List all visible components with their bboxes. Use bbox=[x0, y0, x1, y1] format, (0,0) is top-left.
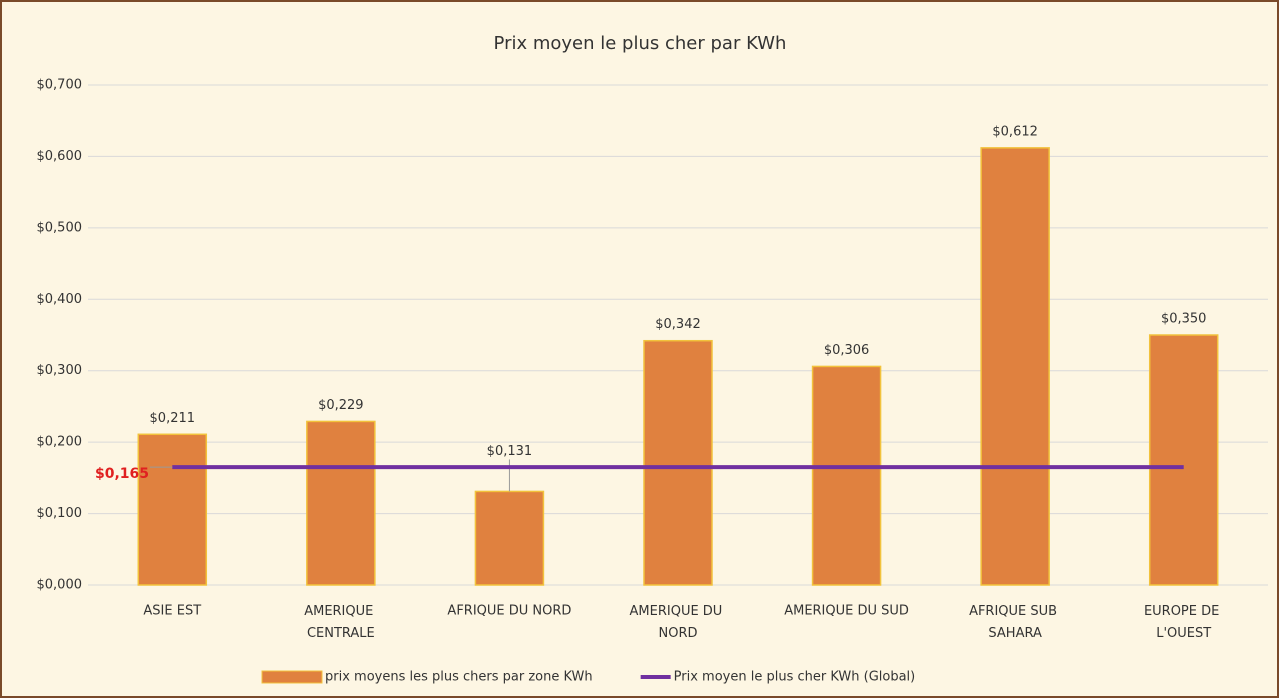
data-label: $0,342 bbox=[655, 317, 701, 332]
x-tick-label: AMERIQUE DU NORD bbox=[630, 604, 727, 641]
x-tick-label: AMERIQUE CENTRALE bbox=[304, 604, 377, 641]
legend-swatch bbox=[261, 670, 323, 684]
y-tick-label: $0,700 bbox=[37, 78, 83, 93]
data-label: $0,211 bbox=[150, 411, 196, 426]
bar bbox=[474, 490, 545, 586]
bar bbox=[643, 339, 713, 586]
chart-title: Prix moyen le plus cher par KWh bbox=[494, 33, 787, 54]
data-label: $0,612 bbox=[992, 124, 1038, 139]
data-label: $0,131 bbox=[487, 444, 533, 459]
bar bbox=[811, 365, 882, 586]
bar bbox=[306, 420, 376, 586]
data-label: $0,350 bbox=[1161, 312, 1207, 327]
y-tick-label: $0,600 bbox=[37, 149, 83, 164]
bar bbox=[1148, 334, 1219, 586]
x-tick-label: AFRIQUE DU NORD bbox=[447, 604, 571, 619]
bar bbox=[980, 147, 1050, 586]
y-tick-label: $0,300 bbox=[37, 363, 83, 378]
line-annotation: $0,165 bbox=[95, 466, 149, 482]
data-label: $0,306 bbox=[824, 343, 870, 358]
y-tick-label: $0,100 bbox=[37, 506, 83, 521]
y-tick-label: $0,200 bbox=[37, 435, 83, 450]
x-tick-label: ASIE EST bbox=[143, 604, 201, 619]
legend-label: Prix moyen le plus cher KWh (Global) bbox=[674, 670, 916, 685]
x-tick-label: AFRIQUE SUB SAHARA bbox=[969, 604, 1061, 641]
y-tick-label: $0,500 bbox=[37, 220, 83, 235]
bar bbox=[137, 433, 208, 586]
x-tick-label: AMERIQUE DU SUD bbox=[784, 604, 909, 619]
y-tick-label: $0,400 bbox=[37, 292, 83, 307]
data-label: $0,229 bbox=[318, 398, 364, 413]
x-tick-label: EUROPE DE L'OUEST bbox=[1144, 604, 1224, 641]
y-tick-label: $0,000 bbox=[37, 578, 83, 593]
legend-label: prix moyens les plus chers par zone KWh bbox=[325, 670, 593, 685]
